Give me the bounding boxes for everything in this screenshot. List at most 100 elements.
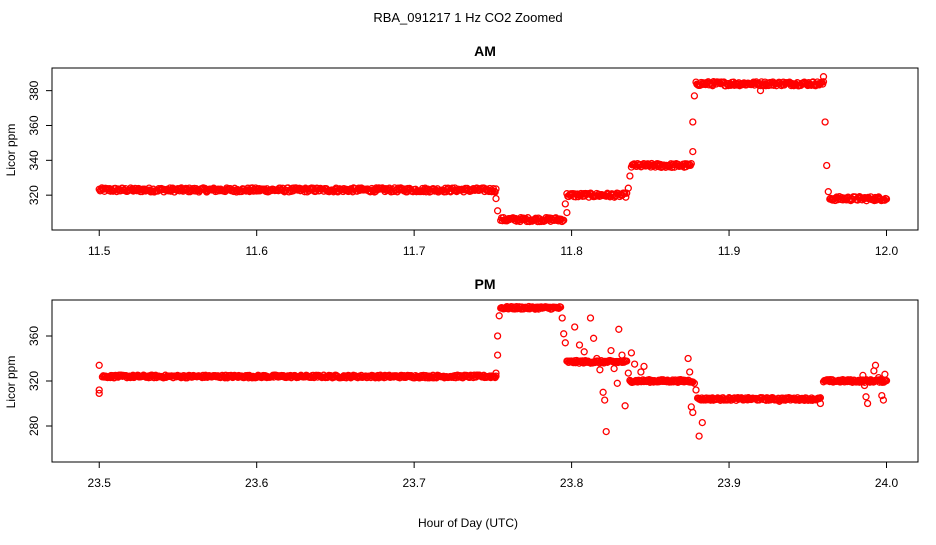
data-point: [624, 184, 632, 192]
data-point: [640, 362, 648, 371]
data-point: [689, 408, 697, 417]
panel-am-title: AM: [474, 43, 496, 59]
data-point: [689, 378, 697, 386]
data-point: [558, 314, 566, 322]
data-point: [879, 396, 888, 404]
data-point: [556, 303, 565, 311]
panel-am-ylabel: Licor ppm: [4, 124, 18, 177]
data-point: [690, 92, 699, 100]
panel-am-ytick-label: 340: [27, 150, 41, 170]
panel-am-xtick-label: 11.6: [245, 244, 268, 258]
data-point: [558, 217, 566, 226]
panel-pm-xtick-label: 23.6: [245, 476, 269, 490]
panel-pm-xtick-label: 23.9: [717, 476, 741, 490]
panel-am-xtick-label: 12.0: [875, 244, 899, 258]
data-point: [596, 366, 604, 374]
data-point: [492, 185, 500, 193]
data-point: [862, 393, 870, 401]
data-point: [686, 368, 694, 376]
data-point: [501, 304, 509, 313]
data-point: [495, 312, 503, 320]
data-point: [561, 200, 569, 208]
data-point: [689, 118, 697, 126]
data-point: [756, 86, 765, 95]
data-point: [493, 207, 502, 215]
data-point: [95, 389, 103, 398]
data-point: [689, 147, 697, 156]
data-point: [613, 379, 621, 387]
data-point: [881, 370, 889, 378]
figure-title: RBA_091217 1 Hz CO2 Zoomed: [373, 10, 562, 25]
data-point: [823, 161, 831, 170]
panel-am-points: [95, 73, 891, 226]
panel-am-ytick-label: 320: [27, 185, 41, 205]
data-point: [863, 399, 872, 408]
data-point: [871, 361, 880, 369]
data-point: [684, 354, 692, 363]
data-point: [623, 357, 631, 365]
data-point: [821, 118, 829, 126]
data-point: [492, 194, 500, 203]
data-point: [775, 397, 784, 405]
panel-pm-xtick-label: 23.5: [88, 476, 112, 490]
panel-am-ytick-label: 360: [27, 115, 41, 135]
panel-pm: PM Licor ppm 23.5 23.6 23.7 23.8 23.9 24.0 280…: [4, 276, 919, 490]
data-point: [563, 208, 571, 217]
data-point: [593, 354, 601, 363]
data-point: [882, 377, 891, 385]
data-point: [575, 341, 584, 349]
data-point: [695, 432, 703, 440]
data-point: [561, 339, 569, 347]
data-point: [698, 418, 706, 427]
data-point: [580, 348, 588, 356]
data-point: [824, 188, 832, 196]
data-point: [571, 323, 579, 331]
data-point: [630, 360, 639, 368]
panel-pm-ytick-label: 320: [27, 371, 41, 391]
panel-am-xtick-label: 11.8: [560, 244, 583, 258]
panel-pm-xtick-label: 23.8: [560, 476, 584, 490]
data-point: [294, 185, 303, 193]
panel-am-xtick-label: 11.7: [403, 244, 426, 258]
data-point: [692, 386, 700, 394]
data-point: [687, 159, 695, 168]
panel-pm-ytick-label: 280: [27, 416, 41, 436]
data-point: [815, 394, 824, 403]
data-point: [874, 373, 883, 382]
panel-pm-points: [95, 302, 891, 440]
data-point: [819, 73, 828, 81]
data-point: [602, 427, 610, 436]
data-point: [610, 364, 618, 373]
data-point: [492, 372, 500, 380]
data-point: [491, 188, 499, 196]
data-point: [819, 78, 828, 86]
panel-am: AM Licor ppm 11.5 11.6 11.7 11.8 11.9 12.0 320…: [4, 43, 919, 258]
panel-am-ytick-label: 380: [27, 80, 41, 100]
data-point: [882, 195, 891, 203]
data-point: [627, 349, 636, 357]
panel-am-ticks: 11.5 11.6 11.7 11.8 11.9 12.0 320 340 360 380: [27, 80, 899, 258]
data-point: [878, 391, 886, 400]
data-point: [637, 368, 645, 376]
panel-am-frame: [51, 67, 919, 231]
panel-am-xtick-label: 11.5: [88, 244, 111, 258]
data-point: [690, 379, 699, 387]
data-point: [860, 381, 869, 390]
panel-pm-xtick-label: 24.0: [875, 476, 899, 490]
data-point: [615, 325, 623, 333]
data-point: [816, 399, 825, 408]
data-point: [493, 351, 502, 359]
data-point: [95, 361, 103, 369]
panel-pm-title: PM: [475, 276, 496, 292]
data-point: [95, 386, 103, 394]
panel-pm-ylabel: Licor ppm: [4, 356, 18, 409]
panel-am-xtick-label: 11.9: [718, 244, 741, 258]
data-point: [607, 346, 615, 355]
data-point: [599, 388, 607, 396]
data-point: [601, 396, 609, 404]
data-point: [586, 314, 595, 322]
data-point: [560, 216, 568, 224]
data-point: [621, 402, 629, 410]
